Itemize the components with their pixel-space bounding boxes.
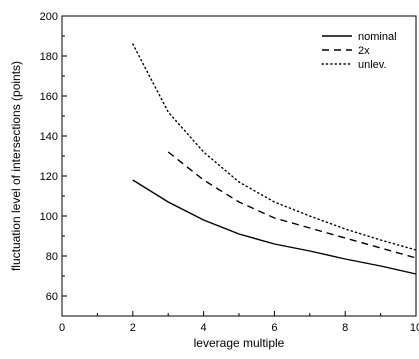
y-tick-label: 160 — [40, 91, 58, 103]
y-axis-ticks: 60 80 100 120 140 160 180 200 — [40, 11, 67, 303]
y-tick-label: 80 — [46, 251, 58, 263]
series-line-2x — [167, 151, 417, 259]
x-axis-title: leverage multiple — [194, 336, 285, 350]
y-axis-title: fluctuation level of intersections (poin… — [9, 61, 23, 271]
x-tick-label: 6 — [271, 322, 277, 334]
series-layer — [132, 43, 417, 275]
legend-label: nominal — [358, 31, 397, 43]
x-tick-label: 0 — [59, 322, 65, 334]
y-tick-label: 100 — [40, 211, 58, 223]
x-tick-label: 4 — [201, 322, 207, 334]
y-tick-label: 180 — [40, 51, 58, 63]
legend-label: 2x — [358, 45, 370, 57]
legend: nominal 2x unlev. — [321, 31, 397, 71]
y-tick-label: 140 — [40, 131, 58, 143]
x-tick-label: 10 — [410, 322, 419, 334]
y-tick-label: 200 — [40, 11, 58, 23]
series-line-unlev — [132, 43, 417, 251]
y-tick-label: 120 — [40, 171, 58, 183]
legend-label: unlev. — [358, 59, 387, 71]
series-line-nominal — [132, 179, 417, 275]
y-tick-label: 60 — [46, 291, 58, 303]
x-tick-label: 2 — [130, 322, 136, 334]
x-tick-label: 8 — [342, 322, 348, 334]
x-axis-ticks: 0 2 4 6 8 10 — [59, 311, 419, 334]
